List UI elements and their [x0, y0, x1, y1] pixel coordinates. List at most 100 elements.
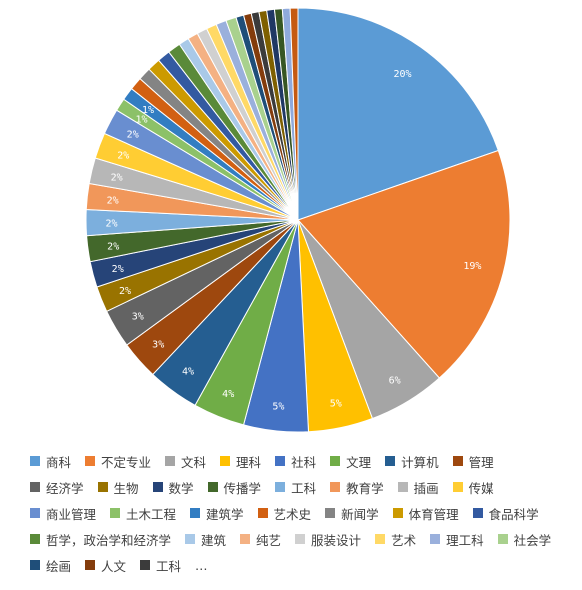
- legend-label: 传播学: [223, 480, 262, 496]
- legend-label: 服装设计: [311, 532, 362, 548]
- legend-label: 传媒: [468, 480, 494, 496]
- legend-item: 教育学: [330, 476, 384, 498]
- legend-item: 哲学，政治学和经济学: [30, 528, 171, 550]
- legend-label: 生物: [113, 480, 139, 496]
- slice-data-label: 2%: [119, 286, 131, 297]
- legend-swatch: [240, 534, 251, 544]
- legend-swatch: [30, 508, 40, 518]
- legend-label: 工科: [156, 558, 182, 574]
- legend-item: 土木工程: [110, 502, 176, 524]
- legend-label: 文科: [181, 454, 207, 470]
- legend-item: 工科: [275, 476, 316, 498]
- slice-data-label: 20%: [393, 69, 411, 80]
- legend-item: 体育管理: [392, 502, 459, 524]
- legend-label: 纯艺: [256, 532, 282, 548]
- legend-label: 体育管理: [408, 506, 459, 522]
- legend-label: 商业管理: [46, 506, 97, 522]
- legend-label: 社科: [291, 454, 317, 470]
- legend-swatch: [190, 508, 201, 518]
- legend-swatch: [207, 482, 218, 492]
- legend-label: 人文: [101, 558, 127, 574]
- slice-data-label: 19%: [463, 261, 481, 272]
- legend-item: 计算机: [385, 450, 439, 472]
- slice-data-label: 1%: [135, 115, 147, 126]
- legend-item: 传播学: [207, 476, 262, 498]
- pie-slice-1: [297, 7, 499, 221]
- legend-swatch: [30, 456, 40, 466]
- legend-item: 服装设计: [295, 528, 361, 550]
- legend-label: 艺术: [391, 532, 417, 548]
- legend-item: 食品科学: [472, 502, 539, 524]
- legend-swatch: [257, 508, 268, 518]
- legend-swatch: [185, 534, 196, 544]
- slice-data-label: 1%: [142, 105, 154, 116]
- legend-more-indicator: …: [195, 557, 211, 573]
- legend-label: 绘画: [46, 558, 72, 574]
- legend-swatch: [375, 534, 386, 544]
- legend-item: 绘画: [30, 554, 71, 576]
- legend-item: 不定专业: [85, 450, 151, 472]
- legend-item: 社会学: [497, 528, 552, 550]
- legend-swatch: [220, 456, 231, 466]
- legend-label: 管理: [468, 454, 494, 470]
- pie-slice-2: [297, 149, 511, 379]
- legend-swatch: [140, 560, 151, 570]
- legend-swatch: [452, 482, 463, 492]
- legend-swatch: [85, 456, 96, 466]
- slice-data-label: 2%: [127, 130, 139, 141]
- legend-swatch: [397, 482, 408, 492]
- legend-swatch: [430, 534, 441, 544]
- slice-data-label: 3%: [132, 312, 144, 323]
- legend-label: 艺术史: [273, 506, 312, 522]
- slice-data-label: 4%: [222, 389, 234, 400]
- legend-item: 艺术: [375, 528, 416, 550]
- legend-item: 商科: [30, 450, 71, 472]
- legend-label: 社会学: [513, 532, 552, 548]
- legend-item: 文理: [330, 450, 371, 472]
- legend-item: 人文: [85, 554, 126, 576]
- legend-item: 经济学: [30, 476, 84, 498]
- legend-item: 管理: [452, 450, 494, 472]
- legend-label: 不定专业: [101, 454, 152, 470]
- slice-data-label: 2%: [117, 151, 129, 162]
- legend-item: 新闻学: [325, 502, 379, 524]
- legend-item: 艺术史: [257, 502, 312, 524]
- legend-label: 数学: [168, 480, 194, 496]
- legend-label: 新闻学: [341, 506, 379, 522]
- legend-swatch: [275, 482, 286, 492]
- legend-swatch: [452, 456, 463, 466]
- legend-label: 商科: [46, 454, 72, 470]
- slice-data-label: 2%: [111, 173, 123, 184]
- legend-label: 理科: [236, 454, 262, 470]
- legend-swatch: [97, 482, 108, 492]
- pie-chart-svg: 20% 19% 6% 5% 5% 4% 4% 3% 3% 2% 2% 2% 2% 2% 2% 2% 2% 1%1%: [85, 7, 511, 433]
- legend-label: 计算机: [401, 454, 439, 470]
- legend-item: 建筑: [185, 528, 226, 550]
- slice-data-label: 2%: [107, 241, 119, 252]
- slice-data-label: 3%: [152, 340, 164, 351]
- legend-item: 数学: [152, 476, 194, 498]
- legend-swatch: [472, 508, 483, 518]
- legend-item: 文科: [165, 450, 206, 472]
- legend-label: 工科: [291, 480, 317, 496]
- legend-item: 社科: [275, 450, 316, 472]
- legend-label: 建筑: [201, 532, 227, 548]
- legend-label: 哲学，政治学和经济学: [46, 532, 172, 548]
- slice-data-label: 2%: [107, 195, 119, 206]
- legend-label: 理工科: [446, 532, 484, 548]
- legend-item: 建筑学: [190, 502, 244, 524]
- legend-label: 经济学: [46, 480, 84, 496]
- slice-data-label: 6%: [389, 376, 401, 387]
- legend-swatch: [152, 482, 163, 492]
- legend-swatch: [85, 560, 96, 570]
- slice-data-label: 4%: [182, 367, 194, 378]
- legend-label: 食品科学: [488, 506, 539, 522]
- legend-item: 理科: [220, 450, 261, 472]
- legend-swatch: [325, 508, 336, 518]
- legend-item: 工科: [140, 554, 181, 576]
- slice-data-label: 5%: [330, 399, 342, 410]
- legend-label: 教育学: [346, 480, 384, 496]
- slice-data-label: 5%: [272, 402, 284, 413]
- legend-item: 插画: [397, 476, 439, 498]
- legend-swatch: [110, 508, 121, 518]
